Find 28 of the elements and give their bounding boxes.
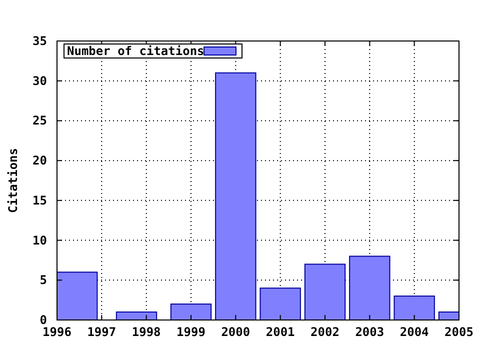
- x-tick-label: 2001: [266, 325, 295, 339]
- y-tick-label: 15: [32, 193, 47, 208]
- y-axis-title: Citations: [6, 148, 20, 214]
- x-tick-label: 1999: [176, 325, 206, 339]
- y-tick-label: 5: [40, 273, 47, 288]
- y-tick-label: 30: [32, 74, 47, 88]
- legend-label: Number of citations: [67, 44, 204, 58]
- bar: [215, 72, 256, 320]
- y-tick-label: 10: [32, 233, 47, 248]
- bar: [260, 288, 301, 320]
- y-tick-label: 0: [40, 313, 47, 327]
- bar: [170, 304, 212, 320]
- x-tick-label: 2000: [221, 325, 250, 339]
- x-tick-label: 1997: [87, 325, 116, 339]
- bar: [116, 312, 158, 320]
- bar: [349, 256, 390, 320]
- x-tick-label: 2002: [310, 325, 340, 339]
- x-tick-label: 2003: [355, 325, 384, 339]
- bar: [57, 272, 98, 320]
- bar: [394, 296, 435, 320]
- x-tick-label: 1998: [132, 325, 161, 339]
- y-tick-label: 25: [32, 114, 47, 128]
- x-tick-label: 2005: [444, 325, 474, 339]
- x-tick-label: 2004: [400, 325, 429, 339]
- y-tick-label: 20: [32, 154, 47, 168]
- bar: [304, 264, 346, 320]
- y-tick-label: 35: [32, 34, 47, 48]
- x-tick-label: 1996: [42, 325, 72, 339]
